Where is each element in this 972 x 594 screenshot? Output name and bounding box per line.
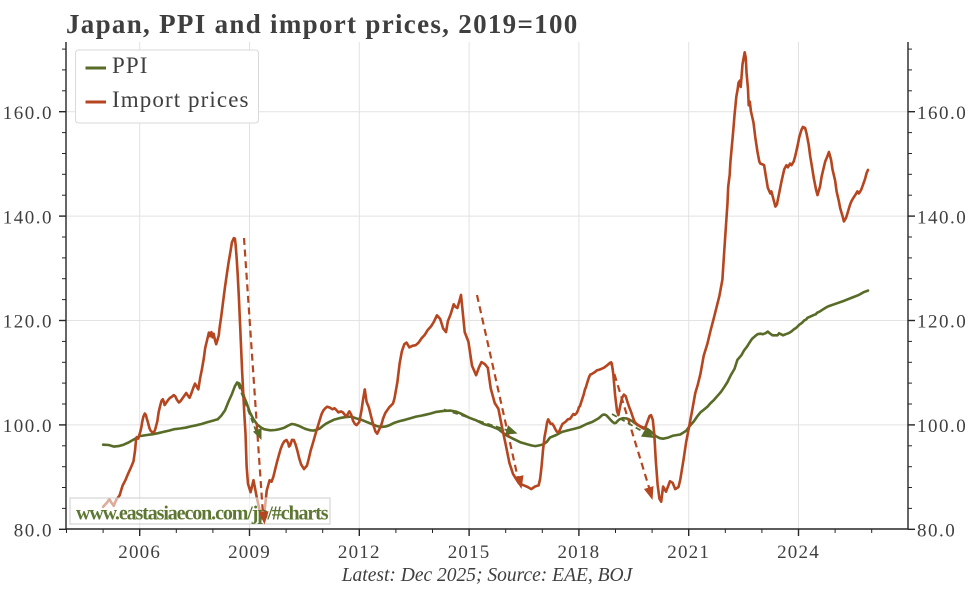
svg-text:2006: 2006: [118, 542, 161, 563]
svg-text:160.0: 160.0: [917, 103, 967, 124]
svg-text:PPI: PPI: [112, 53, 149, 78]
svg-text:2015: 2015: [448, 542, 491, 563]
svg-text:160.0: 160.0: [3, 103, 53, 124]
svg-text:Latest: Dec 2025; Source: EAE,: Latest: Dec 2025; Source: EAE, BOJ: [341, 565, 634, 586]
svg-text:2021: 2021: [667, 542, 710, 563]
svg-text:2018: 2018: [557, 542, 600, 563]
svg-text:120.0: 120.0: [917, 312, 967, 333]
svg-text:100.0: 100.0: [917, 416, 967, 437]
svg-text:Japan, PPI and import prices,: Japan, PPI and import prices, 2019=100: [66, 9, 579, 39]
svg-text:2024: 2024: [777, 542, 820, 563]
svg-text:100.0: 100.0: [3, 416, 53, 437]
svg-text:Import prices: Import prices: [112, 87, 250, 112]
svg-text:80.0: 80.0: [917, 521, 956, 542]
svg-text:120.0: 120.0: [3, 312, 53, 333]
svg-text:140.0: 140.0: [3, 207, 53, 228]
svg-text:140.0: 140.0: [917, 207, 967, 228]
svg-text:2012: 2012: [338, 542, 381, 563]
svg-text:2009: 2009: [228, 542, 271, 563]
svg-text:www.eastasiaecon.com/jp/#chart: www.eastasiaecon.com/jp/#charts: [76, 503, 329, 525]
svg-text:80.0: 80.0: [14, 521, 53, 542]
